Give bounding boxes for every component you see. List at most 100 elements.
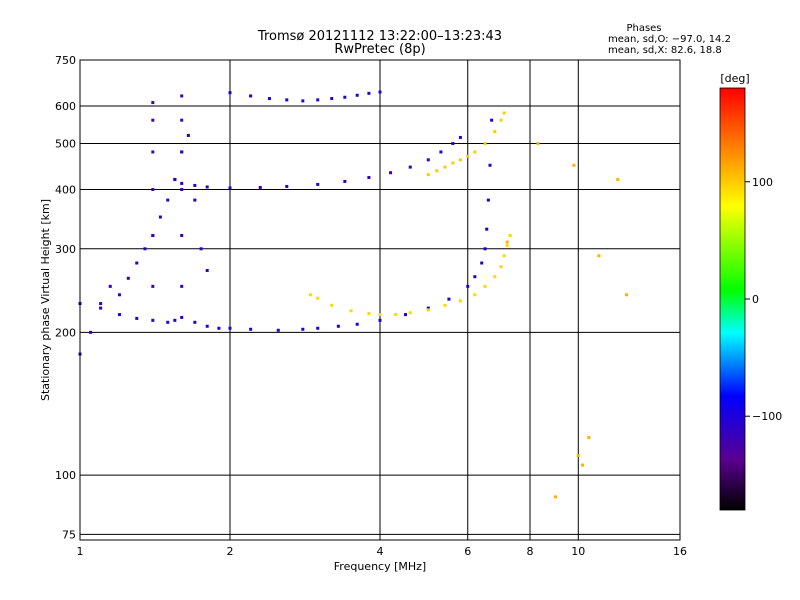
stats-x-mode: mean, sd,X: 82.6, 18.8 — [608, 45, 722, 56]
data-point — [151, 318, 155, 322]
data-point — [439, 150, 443, 154]
data-point — [316, 296, 320, 300]
plot-frame — [79, 59, 681, 541]
data-point — [180, 94, 184, 98]
data-point — [349, 309, 353, 313]
data-point — [480, 261, 484, 265]
data-point — [597, 254, 601, 258]
data-point — [151, 188, 155, 192]
data-point — [426, 308, 430, 312]
x-tick-label: 10 — [571, 545, 585, 558]
data-point — [173, 318, 177, 322]
x-tick-label: 6 — [464, 545, 471, 558]
data-point — [499, 118, 503, 122]
data-point — [89, 330, 93, 334]
data-point — [499, 265, 503, 269]
data-point — [166, 198, 170, 202]
y-tick-label: 200 — [55, 326, 76, 339]
data-point — [173, 177, 177, 181]
plot-grid — [79, 59, 681, 540]
data-point — [490, 118, 494, 122]
data-point — [249, 327, 253, 331]
data-point — [180, 188, 184, 192]
x-tick-label: 8 — [527, 545, 534, 558]
data-point — [488, 163, 492, 167]
data-point — [576, 454, 580, 458]
data-point — [316, 182, 320, 186]
data-point — [466, 284, 470, 288]
y-tick-label: 500 — [55, 138, 76, 151]
data-point — [180, 150, 184, 154]
data-point — [493, 275, 497, 279]
data-point — [367, 312, 371, 316]
data-point — [587, 436, 591, 440]
data-point — [205, 324, 209, 328]
data-point — [458, 135, 462, 139]
data-point — [451, 161, 455, 165]
data-point — [485, 227, 489, 231]
data-point — [99, 302, 103, 306]
data-point — [493, 130, 497, 134]
data-points — [78, 90, 629, 499]
data-point — [205, 185, 209, 189]
data-point — [367, 91, 371, 95]
data-point — [258, 185, 262, 189]
data-point — [180, 118, 184, 122]
data-point — [336, 324, 340, 328]
data-point — [403, 313, 407, 317]
data-point — [308, 293, 312, 297]
chart-title-line-1: Tromsø 20121112 13:22:00–13:23:43 — [257, 29, 502, 44]
data-point — [486, 198, 490, 202]
data-point — [316, 326, 320, 330]
data-point — [483, 284, 487, 288]
data-point — [343, 179, 347, 183]
data-point — [581, 463, 585, 467]
data-point — [199, 247, 203, 251]
data-point — [276, 328, 280, 332]
data-point — [193, 320, 197, 324]
data-point — [330, 303, 334, 307]
data-point — [378, 313, 382, 317]
data-point — [151, 150, 155, 154]
data-point — [378, 90, 382, 94]
data-point — [301, 327, 305, 331]
data-point — [625, 293, 629, 297]
x-axis-ticks: 1 2 4 6 8 10 16 — [77, 545, 688, 558]
data-point — [502, 254, 506, 258]
data-point — [553, 495, 557, 499]
data-point — [408, 311, 412, 315]
data-point — [426, 173, 430, 177]
stats-title: Phases — [626, 23, 661, 34]
data-point — [108, 284, 112, 288]
y-tick-label: 750 — [55, 54, 76, 67]
data-point — [301, 99, 305, 103]
data-point — [249, 94, 253, 98]
x-tick-label: 16 — [673, 545, 687, 558]
data-point — [408, 165, 412, 169]
data-point — [466, 154, 470, 158]
y-tick-label: 400 — [55, 184, 76, 197]
data-point — [394, 313, 398, 317]
data-point — [285, 184, 289, 188]
data-point — [616, 177, 620, 181]
data-point — [330, 97, 334, 101]
colorbar-tick-label: 100 — [752, 176, 773, 189]
data-point — [458, 299, 462, 303]
colorbar-label: [deg] — [720, 72, 749, 85]
data-point — [217, 326, 221, 330]
data-point — [443, 165, 447, 169]
data-point — [355, 322, 359, 326]
y-axis-ticks: 75 100 200 300 400 500 600 750 — [55, 54, 76, 541]
data-point — [502, 111, 506, 115]
x-tick-label: 2 — [227, 545, 234, 558]
data-point — [316, 98, 320, 102]
data-point — [151, 118, 155, 122]
data-point — [151, 101, 155, 105]
data-point — [143, 247, 147, 251]
data-point — [508, 233, 512, 237]
data-point — [180, 284, 184, 288]
data-point — [126, 276, 130, 280]
data-point — [158, 215, 162, 219]
data-point — [447, 297, 451, 301]
